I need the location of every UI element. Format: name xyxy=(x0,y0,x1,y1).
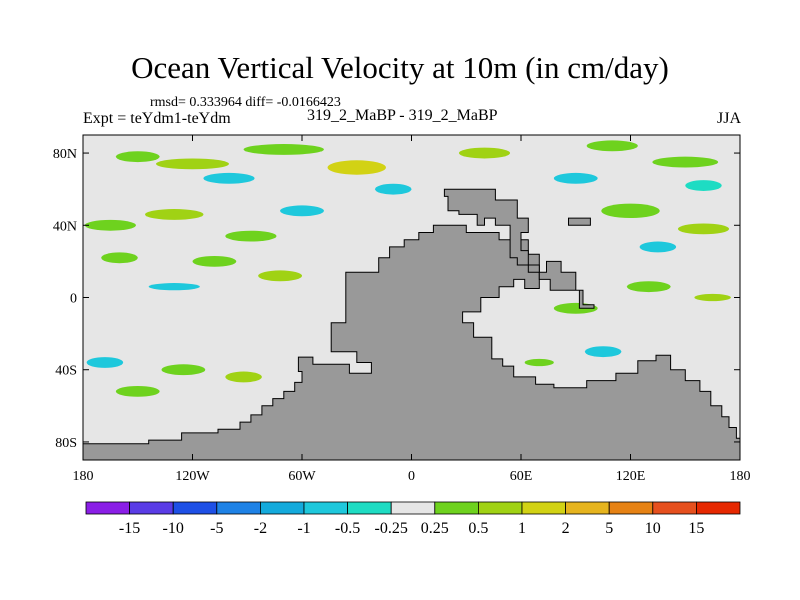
season-label: JJA xyxy=(717,110,742,127)
colorbar-label: 0.5 xyxy=(468,520,488,537)
anomaly-patch xyxy=(156,158,229,170)
anomaly-patch xyxy=(101,252,138,264)
colorbar-swatch xyxy=(85,501,130,515)
anomaly-patch xyxy=(586,140,638,152)
land-island xyxy=(568,217,591,226)
colorbar-swatch xyxy=(696,501,741,515)
y-tick-label: 40N xyxy=(53,219,77,234)
colorbar-label: 2 xyxy=(562,520,570,537)
stats-label: rmsd= 0.333964 diff= -0.0166423 xyxy=(150,95,341,110)
x-tick-label: 60W xyxy=(288,469,316,484)
y-tick-label: 80N xyxy=(53,147,77,162)
colorbar-swatch xyxy=(434,501,479,515)
anomaly-patch xyxy=(192,255,237,267)
anomaly-patch xyxy=(280,205,324,217)
colorbar-label: -2 xyxy=(254,520,267,537)
anomaly-patch xyxy=(225,230,277,242)
colorbar-swatch xyxy=(652,501,697,515)
colorbar-swatch xyxy=(565,501,610,515)
anomaly-patch xyxy=(677,223,730,235)
colorbar-label: 1 xyxy=(518,520,526,537)
anomaly-patch xyxy=(86,357,124,368)
colorbar-label: -0.25 xyxy=(375,520,408,537)
chart-title: Ocean Vertical Velocity at 10m (in cm/da… xyxy=(131,50,669,85)
colorbar-swatch xyxy=(129,501,174,515)
colorbar-swatch xyxy=(608,501,654,515)
anomaly-patch xyxy=(225,371,262,383)
anomaly-patch xyxy=(524,358,554,367)
anomaly-patch xyxy=(243,144,324,155)
y-tick-label: 80S xyxy=(55,436,77,451)
colorbar-swatch xyxy=(172,501,218,515)
anomaly-patch xyxy=(145,209,204,220)
colorbar-swatch xyxy=(347,501,392,515)
anomaly-patch xyxy=(258,270,302,282)
colorbar-label: 10 xyxy=(645,520,661,537)
anomaly-patch xyxy=(553,172,598,184)
land-asia-north xyxy=(443,188,595,309)
anomaly-patch xyxy=(148,283,200,291)
colorbar-label: -0.5 xyxy=(335,520,360,537)
colorbar-swatch xyxy=(521,501,566,515)
anomaly-patch xyxy=(694,293,731,302)
x-tick-label: 0 xyxy=(408,469,415,484)
colorbar: -15 -10 -5 -2 -1 -0.5 -0.25 0.25 0.5 1 2 5 10 15 xyxy=(85,501,741,537)
colorbar-swatch xyxy=(303,501,348,515)
x-tick-label: 180 xyxy=(73,469,94,484)
anomaly-patch xyxy=(375,183,412,195)
y-tick-label: 40S xyxy=(55,364,77,379)
plot-area xyxy=(83,135,740,460)
anomaly-patch xyxy=(639,241,677,253)
anomaly-patch xyxy=(203,172,255,184)
anomaly-patch xyxy=(115,151,160,163)
anomaly-patch xyxy=(685,180,722,191)
anomaly-patch xyxy=(161,364,206,376)
colorbar-swatch xyxy=(477,501,523,515)
colorbar-swatch xyxy=(259,501,305,515)
x-tick-label: 120W xyxy=(175,469,210,484)
x-tick-label: 60E xyxy=(510,469,533,484)
colorbar-swatch xyxy=(216,501,261,515)
colorbar-label: -5 xyxy=(210,520,223,537)
colorbar-label: -10 xyxy=(163,520,184,537)
experiment-label: Expt = teYdm1-teYdm xyxy=(83,110,231,127)
colorbar-label: 0.25 xyxy=(421,520,449,537)
colorbar-label: -1 xyxy=(297,520,310,537)
colorbar-label: -15 xyxy=(119,520,140,537)
anomaly-patch xyxy=(584,346,622,358)
run-label: 319_2_MaBP - 319_2_MaBP xyxy=(307,107,498,124)
anomaly-patch xyxy=(626,281,671,293)
anomaly-patch xyxy=(458,147,511,159)
axis-ticks: 180 120W 60W 0 60E 120E 180 80N 40N 0 40S 80S xyxy=(53,135,751,484)
colorbar-label: 15 xyxy=(688,520,704,537)
x-tick-label: 180 xyxy=(730,469,751,484)
y-tick-label: 0 xyxy=(70,292,77,307)
anomaly-patch xyxy=(115,385,160,397)
anomaly-patch xyxy=(327,160,386,175)
anomaly-patch xyxy=(84,219,136,231)
colorbar-swatch xyxy=(390,501,436,515)
colorbar-label: 5 xyxy=(605,520,613,537)
anomaly-patch xyxy=(601,203,660,219)
anomaly-patch xyxy=(652,156,719,168)
x-tick-label: 120E xyxy=(616,469,646,484)
